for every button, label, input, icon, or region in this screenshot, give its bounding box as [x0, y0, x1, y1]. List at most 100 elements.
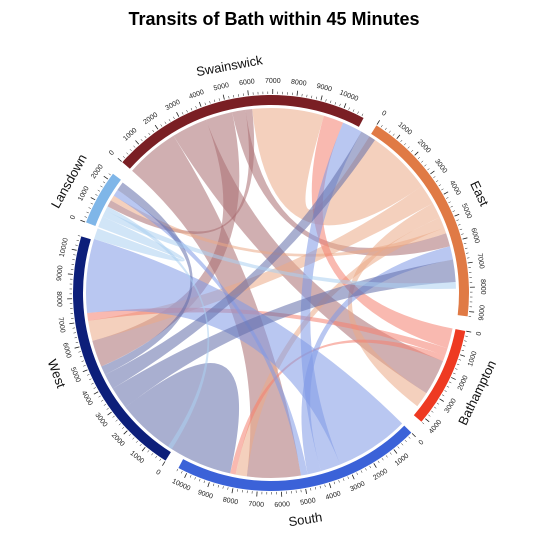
sector-tick	[439, 185, 441, 186]
tick-label: 6000	[239, 78, 255, 87]
sector-tick	[223, 486, 224, 488]
sector-tick	[177, 112, 179, 116]
tick-label: 4000	[325, 490, 342, 501]
sector-tick	[434, 407, 436, 408]
sector-tick	[113, 416, 115, 418]
sector-tick	[393, 134, 395, 136]
sector-tick	[199, 479, 200, 481]
tick-label: 1000	[129, 450, 146, 465]
sector-tick	[445, 390, 447, 391]
tick-label: 0	[380, 110, 387, 118]
sector-tick	[75, 347, 80, 348]
sector-tick	[91, 203, 93, 204]
tick-label: 0	[69, 214, 77, 220]
sector-tick	[444, 192, 448, 194]
tick-label: 7000	[476, 253, 485, 270]
sector-tick	[77, 240, 79, 241]
sector-tick	[181, 471, 182, 473]
sector-tick	[448, 202, 450, 203]
sector-label-south: South	[287, 509, 323, 529]
sector-tick	[108, 412, 112, 415]
sector-tick	[397, 135, 400, 139]
sector-tick	[405, 440, 407, 442]
sector-tick	[165, 122, 166, 124]
tick-label: 4000	[448, 180, 462, 197]
sector-tick	[412, 433, 416, 437]
tick-label: 10000	[171, 478, 192, 493]
sector-tick	[169, 119, 170, 121]
tick-label: 1000	[467, 350, 479, 367]
sector-tick	[69, 323, 74, 324]
sector-tick	[451, 206, 453, 207]
sector-tick	[87, 212, 89, 213]
sector-tick	[141, 139, 143, 141]
sector-tick	[316, 97, 317, 99]
sector-tick	[223, 95, 224, 100]
sector-tick	[195, 477, 196, 479]
sector-tick	[219, 98, 220, 100]
sector-tick	[160, 459, 161, 461]
tick-label: 9000	[478, 305, 486, 321]
sector-tick	[325, 485, 326, 487]
tick-label: 3000	[349, 480, 366, 493]
sector-tick	[424, 165, 426, 167]
sector-tick	[463, 345, 465, 346]
tick-label: 4000	[428, 419, 443, 436]
sector-tick	[306, 489, 307, 494]
sector-tick	[456, 220, 458, 221]
sector-tick	[385, 128, 386, 130]
sector-tick	[398, 446, 400, 448]
sector-tick	[453, 211, 455, 212]
sector-tick	[464, 341, 466, 342]
sector-tick	[466, 253, 468, 254]
sector-tick	[133, 438, 135, 440]
sector-tick	[248, 90, 249, 95]
sector-tick	[365, 468, 366, 470]
sector-tick	[118, 158, 122, 161]
sector-tick	[82, 361, 84, 362]
sector-tick	[463, 238, 468, 239]
tick-label: 0	[108, 149, 116, 157]
sector-tick	[130, 149, 132, 151]
sector-tick	[89, 379, 91, 380]
sector-tick	[352, 475, 354, 480]
tick-label: 3000	[93, 412, 108, 429]
sector-label-bathampton: Bathampton	[455, 358, 499, 428]
sector-tick	[401, 443, 403, 445]
sector-tick	[91, 197, 95, 199]
sector-tick	[468, 262, 473, 263]
sector-tick	[83, 370, 88, 372]
sector-tick	[466, 331, 471, 332]
sector-tick	[76, 342, 78, 343]
sector-tick	[348, 477, 349, 479]
tick-label: 2000	[90, 163, 105, 180]
sector-tick	[428, 415, 430, 417]
sector-tick	[162, 461, 165, 465]
sector-tick	[107, 408, 109, 409]
sector-tick	[343, 478, 344, 480]
sector-tick	[140, 444, 142, 446]
sector-tick	[78, 235, 80, 236]
sector-tick	[441, 189, 443, 190]
sector-tick	[228, 487, 229, 489]
tick-label: 3000	[444, 397, 458, 414]
sector-tick	[187, 110, 188, 112]
tick-label: 7000	[248, 501, 264, 509]
sector-tick	[381, 125, 382, 127]
sector-label-west: West	[45, 357, 70, 390]
tick-label: 4000	[80, 390, 94, 407]
tick-label: 6000	[61, 342, 72, 359]
tick-label: 1000	[394, 452, 411, 467]
sector-tick	[72, 249, 77, 250]
sector-tick	[344, 103, 346, 108]
sector-tick	[418, 157, 420, 159]
sector-tick	[394, 450, 397, 454]
sector-tick	[136, 441, 138, 443]
sector-tick	[378, 461, 379, 463]
sector-tick	[126, 153, 128, 155]
sector-tick	[390, 453, 392, 455]
sector-tick	[427, 168, 429, 170]
sector-tick	[213, 484, 214, 486]
chart-title: Transits of Bath within 45 Minutes	[128, 9, 419, 29]
sector-tick	[389, 131, 390, 133]
